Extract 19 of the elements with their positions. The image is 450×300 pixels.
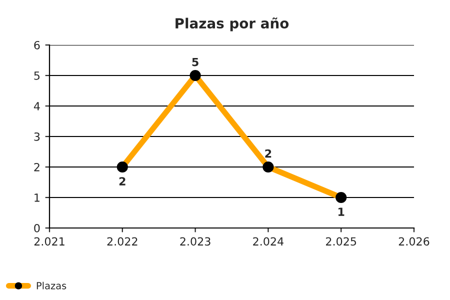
legend-label: Plazas <box>36 282 66 290</box>
y-tick-label: 1 <box>34 194 40 202</box>
x-tick-label: 2.025 <box>326 237 356 246</box>
chart-title: Plazas por año <box>176 18 289 32</box>
data-label: 1 <box>338 208 344 216</box>
y-tick-label: 4 <box>34 102 40 110</box>
y-tick-label: 6 <box>34 40 40 50</box>
x-tick-label: 2.026 <box>398 237 430 246</box>
y-tick-label: 3 <box>34 132 40 141</box>
x-tick-label: 2.022 <box>107 237 138 246</box>
x-tick-label: 2.023 <box>180 237 210 246</box>
y-tick-label: 0 <box>34 224 40 232</box>
x-tick-label: 2.021 <box>34 237 64 246</box>
data-label: 2 <box>265 149 272 158</box>
y-tick-label: 2 <box>34 162 40 172</box>
y-tick-label: 5 <box>34 72 40 80</box>
data-label: 2 <box>119 177 126 186</box>
x-tick-label: 2.024 <box>253 237 284 246</box>
data-label: 5 <box>192 58 198 66</box>
